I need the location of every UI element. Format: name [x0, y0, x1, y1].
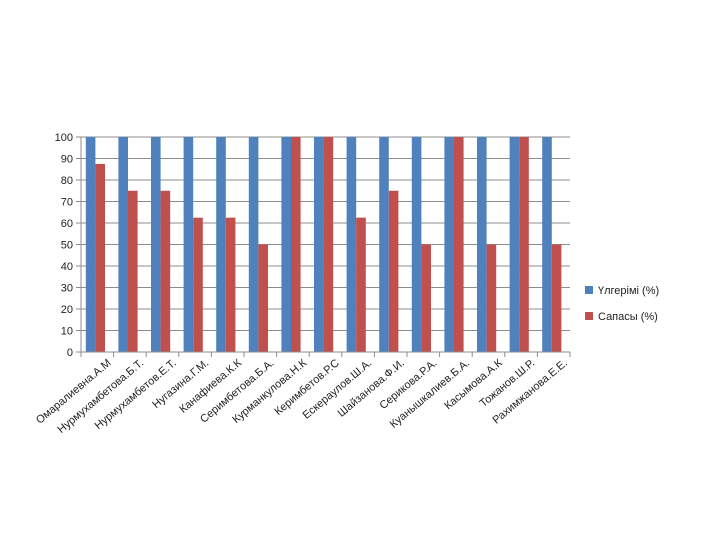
y-tick-label: 30: [61, 283, 73, 295]
legend-swatch: [585, 312, 593, 320]
bar-series1: [346, 137, 357, 352]
bar-series2: [356, 217, 366, 353]
bar-series1: [248, 137, 259, 352]
y-tick-label: 10: [61, 326, 73, 338]
bar-series2: [486, 244, 497, 352]
axes: [80, 137, 571, 357]
bar-series1: [151, 137, 161, 352]
bar-series2: [388, 190, 399, 352]
bar-series1: [183, 137, 194, 352]
bar-series2: [225, 217, 236, 353]
bar-series2: [95, 163, 105, 353]
y-tick-label: 60: [61, 218, 73, 230]
y-tick-label: 40: [61, 261, 73, 273]
y-tick-label: 70: [61, 197, 73, 209]
bars: [85, 137, 562, 353]
bar-series2: [291, 137, 301, 352]
bar-series1: [314, 137, 324, 352]
bar-series2: [421, 244, 431, 352]
bar-series2: [323, 137, 334, 352]
legend-swatch: [585, 286, 593, 294]
bar-series1: [85, 137, 96, 352]
bar-series2: [258, 244, 268, 352]
bar-series1: [281, 137, 291, 352]
y-tick-label: 0: [67, 347, 73, 359]
bar-series2: [551, 244, 562, 352]
bar-series1: [118, 137, 128, 352]
y-tick-label: 20: [61, 304, 73, 316]
x-axis-category-labels: Омаралиевна.А.МНурмухамбетова.Б.Т.Нурмух…: [34, 357, 570, 436]
bar-series2: [160, 190, 171, 352]
bar-series2: [193, 217, 203, 353]
legend-label: Үлгерімі (%): [598, 285, 659, 297]
bar-series2: [128, 190, 138, 352]
bar-series1: [379, 137, 389, 352]
bar-series1: [509, 137, 520, 352]
legend: Үлгерімі (%) Сапасы (%): [585, 285, 659, 323]
bar-series1: [477, 137, 487, 352]
bar-series1: [444, 137, 454, 352]
y-axis-ticks: 0 10 20 30 40 50 60 70 80 90 100: [55, 132, 81, 359]
y-tick-label: 90: [61, 154, 73, 166]
y-tick-label: 100: [55, 132, 73, 144]
bar-series2: [454, 137, 464, 352]
bar-series1: [216, 137, 226, 352]
bar-series1: [542, 137, 552, 352]
bar-series2: [519, 137, 529, 352]
y-tick-label: 50: [61, 240, 73, 252]
y-tick-label: 80: [61, 175, 73, 187]
legend-label: Сапасы (%): [598, 311, 658, 323]
bar-series1: [411, 137, 422, 352]
